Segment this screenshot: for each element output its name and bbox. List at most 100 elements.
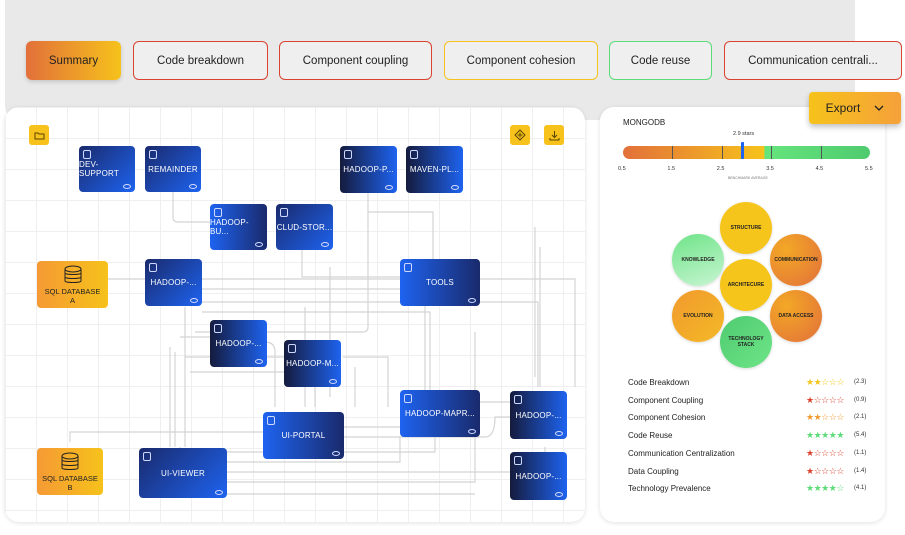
node-label: UI-VIEWER <box>160 468 206 478</box>
star-empty-icon: ☆ <box>813 465 822 476</box>
eye-icon[interactable] <box>123 184 131 189</box>
graph-node-clud-stor[interactable]: CLUD-STOR... <box>276 204 333 250</box>
star-empty-icon: ☆ <box>836 377 844 387</box>
star-empty-icon: ☆ <box>836 394 844 405</box>
node-label: TOOLS <box>426 278 454 287</box>
eye-icon[interactable] <box>332 451 340 456</box>
graph-node-hadoop-mapr[interactable]: HADOOP-MAPR... <box>400 390 480 437</box>
graph-node-hadoop-4[interactable]: HADOOP-... <box>510 452 567 500</box>
graph-node-ui-viewer[interactable]: UI-VIEWER <box>139 448 227 498</box>
star-filled-icon: ★ <box>828 483 837 494</box>
star-filled-icon: ★ <box>806 412 814 423</box>
rating-label: Communication Centralization <box>628 448 735 458</box>
eye-icon[interactable] <box>468 429 476 434</box>
summary-panel <box>600 107 885 522</box>
eye-icon[interactable] <box>255 242 263 247</box>
download-icon[interactable] <box>544 125 564 145</box>
rating-label: Data Coupling <box>628 466 679 476</box>
graph-node-hadoop-p[interactable]: HADOOP-P... <box>340 146 397 193</box>
aspect-technology-stack[interactable]: TECHNOLOGY STACK <box>720 316 772 368</box>
eye-icon[interactable] <box>190 298 198 303</box>
export-button[interactable]: Export <box>809 92 901 124</box>
database-icon <box>404 263 412 272</box>
graph-node-hadoop-m[interactable]: HADOOP-M... <box>284 340 341 387</box>
tab-component-cohesion[interactable]: Component cohesion <box>444 41 598 80</box>
star-empty-icon: ☆ <box>836 465 844 476</box>
aspect-evolution[interactable]: EVOLUTION <box>672 290 724 342</box>
graph-node-hadoop-2[interactable]: HADOOP-... <box>210 320 267 367</box>
star-filled-icon: ★ <box>806 377 814 387</box>
star-empty-icon: ☆ <box>828 412 837 423</box>
star-empty-icon: ☆ <box>813 394 822 405</box>
eye-icon[interactable] <box>321 242 329 247</box>
node-label: HADOOP-... <box>215 339 262 348</box>
star-empty-icon: ☆ <box>828 377 837 387</box>
score-tick-mark <box>771 146 773 159</box>
eye-icon[interactable] <box>255 359 263 364</box>
eye-icon[interactable] <box>215 490 223 495</box>
rating-label: Component Coupling <box>628 395 704 405</box>
sql-database-a[interactable]: SQL DATABASE A <box>37 261 108 308</box>
node-label: HADOOP-... <box>515 410 562 420</box>
eye-icon[interactable] <box>555 431 563 436</box>
eye-icon[interactable] <box>385 185 393 190</box>
score-label: 2.9 stars <box>733 131 755 137</box>
database-icon <box>64 265 81 283</box>
eye-icon[interactable] <box>189 184 197 189</box>
graph-node-dev-support[interactable]: DEV-SUPPORT <box>79 146 135 192</box>
rating-label: Code Reuse <box>628 431 673 441</box>
folder-icon[interactable] <box>29 125 49 145</box>
database-icon <box>267 416 275 425</box>
aspect-architecture[interactable]: ARCHITECURE <box>720 259 772 311</box>
tab-communication-centralization[interactable]: Communication centrali... <box>724 41 902 80</box>
aspect-structure[interactable]: STRUCTURE <box>720 202 772 254</box>
graph-node-hadoop-3[interactable]: HADOOP-... <box>510 391 567 439</box>
star-rating: ★★★★★ <box>806 430 844 441</box>
node-label: HADOOP-BU... <box>210 218 249 236</box>
node-label: CLUD-STOR... <box>276 222 333 232</box>
rating-value: (0.9) <box>854 396 867 403</box>
eye-icon[interactable] <box>468 298 476 303</box>
star-empty-icon: ☆ <box>821 377 829 387</box>
star-empty-icon: ☆ <box>836 447 844 458</box>
sql-database-b[interactable]: SQL DATABASE B <box>37 448 103 495</box>
star-filled-icon: ★ <box>813 430 822 441</box>
eye-icon[interactable] <box>451 185 459 190</box>
graph-node-ui-portal[interactable]: UI-PORTAL <box>263 412 344 459</box>
star-rating: ★★★★☆ <box>806 483 844 494</box>
star-rating: ★☆☆☆☆ <box>806 466 844 477</box>
rating-value: (2.3) <box>854 379 867 385</box>
tab-code-reuse[interactable]: Code reuse <box>609 41 712 80</box>
node-label: HADOOP-... <box>515 471 562 481</box>
star-empty-icon: ☆ <box>821 465 829 476</box>
layout-icon[interactable] <box>510 125 530 145</box>
rating-label: Technology Prevalence <box>628 484 711 494</box>
rating-value: (1.4) <box>854 467 867 474</box>
star-empty-icon: ☆ <box>821 447 829 458</box>
rating-row: Code Reuse ★★★★★ (5.4) <box>628 430 868 443</box>
aspect-data-access[interactable]: DATA ACCESS <box>770 290 822 342</box>
tab-summary[interactable]: Summary <box>26 41 121 80</box>
node-label: HADOOP-M... <box>286 359 339 368</box>
star-empty-icon: ☆ <box>828 394 837 405</box>
rating-row: Data Coupling ★☆☆☆☆ (1.4) <box>628 466 868 479</box>
node-label: DEV-SUPPORT <box>79 160 119 178</box>
graph-node-tools[interactable]: TOOLS <box>400 259 480 306</box>
tab-component-coupling[interactable]: Component coupling <box>279 41 432 80</box>
score-tick-label: 4.5 <box>815 166 824 172</box>
graph-node-remainder[interactable]: REMAINDER <box>145 146 201 192</box>
eye-icon[interactable] <box>329 379 337 384</box>
aspect-knowledge[interactable]: KNOWLEDGE <box>672 234 724 286</box>
database-icon <box>288 344 296 353</box>
star-empty-icon: ☆ <box>813 447 822 458</box>
aspect-communication[interactable]: COMMUNICATION <box>770 234 822 286</box>
database-icon <box>404 394 412 403</box>
eye-icon[interactable] <box>555 492 563 497</box>
star-filled-icon: ★ <box>813 412 822 423</box>
graph-node-hadoop-bu[interactable]: HADOOP-BU... <box>210 204 267 250</box>
db-label: SQL DATABASE <box>44 287 101 296</box>
graph-node-maven-pl[interactable]: MAVEN-PL... <box>406 146 463 193</box>
graph-node-hadoop-1[interactable]: HADOOP-... <box>145 259 202 306</box>
star-filled-icon: ★ <box>828 430 837 441</box>
tab-code-breakdown[interactable]: Code breakdown <box>133 41 268 80</box>
